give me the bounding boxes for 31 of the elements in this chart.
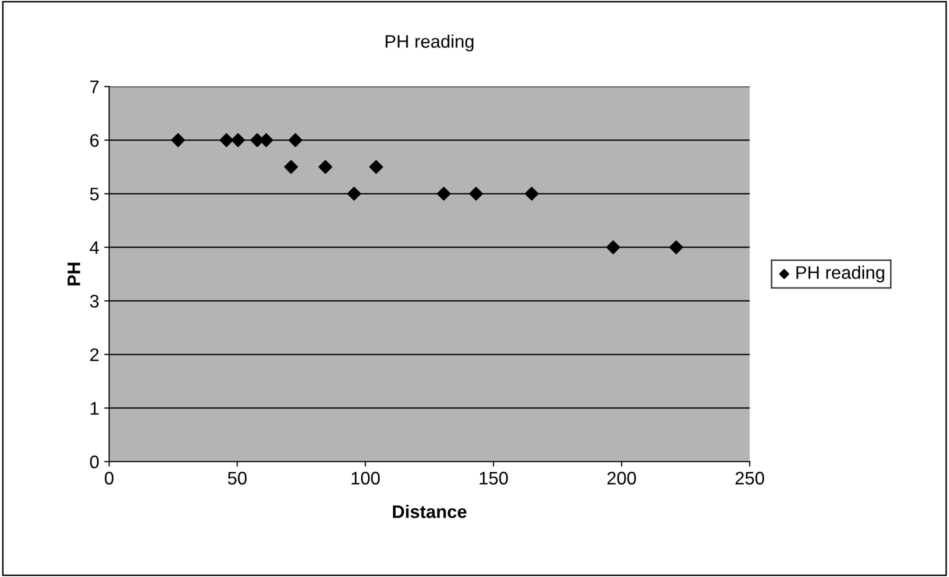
x-tick-label: 250: [736, 472, 764, 485]
point: [171, 133, 185, 148]
x-axis-title: Distance: [393, 504, 466, 518]
y-tick-label: 7: [90, 80, 99, 94]
y-axis-title: PH: [68, 262, 80, 286]
x-tick-label: 0: [104, 472, 114, 485]
point: [284, 160, 298, 174]
x-tick-label: 150: [480, 472, 508, 485]
x-tick-label: 50: [228, 472, 247, 485]
y-tick-label: 6: [90, 134, 99, 147]
point: [347, 186, 361, 201]
point: [469, 186, 483, 201]
x-tick-label: 100: [352, 472, 380, 485]
chart-title: PH reading: [386, 34, 474, 52]
legend-label: PH reading: [796, 266, 884, 282]
point: [436, 186, 451, 201]
point: [288, 133, 302, 148]
y-tick-label: 2: [90, 348, 99, 361]
point: [220, 133, 234, 148]
y-tick-label: 1: [90, 402, 99, 415]
point: [606, 240, 620, 254]
y-tick-label: 5: [90, 188, 99, 200]
point: [369, 160, 384, 174]
point: [669, 240, 684, 254]
y-tick-label: 4: [90, 241, 99, 254]
x-tick-label: 200: [607, 472, 636, 485]
y-tick-label: 3: [90, 294, 99, 308]
point: [318, 160, 332, 174]
point: [231, 133, 245, 148]
point: [524, 186, 539, 201]
y-tick-label: 0: [90, 456, 99, 468]
